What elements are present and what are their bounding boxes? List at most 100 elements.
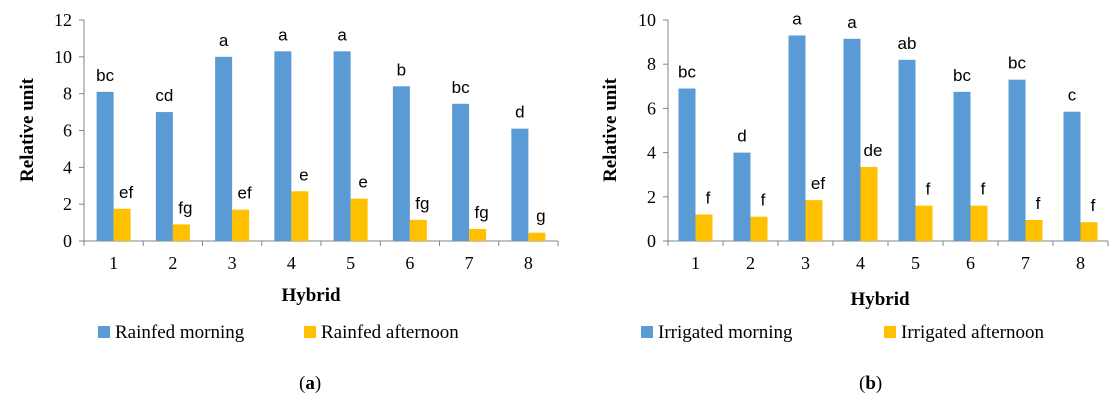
data-label: ef: [811, 174, 825, 193]
x-tick-label: 1: [691, 253, 700, 273]
bar-afternoon: [970, 205, 988, 241]
data-label: fg: [178, 198, 192, 217]
x-tick-label: 6: [966, 253, 975, 273]
y-tick-label: 8: [63, 84, 72, 104]
bar-morning: [155, 112, 173, 241]
data-label: c: [1068, 86, 1077, 105]
bar-afternoon: [860, 166, 878, 241]
legend-label: Rainfed morning: [115, 322, 245, 343]
x-tick-label: 6: [405, 253, 414, 273]
data-label: bc: [96, 66, 114, 85]
x-tick-label: 3: [228, 253, 237, 273]
x-tick-label: 8: [1076, 253, 1085, 273]
data-label: de: [864, 141, 883, 160]
bar-afternoon: [291, 191, 309, 241]
data-label: d: [515, 103, 524, 122]
data-label: ef: [238, 184, 252, 203]
data-label: cd: [155, 86, 173, 105]
y-tick-label: 2: [63, 194, 72, 214]
x-tick-label: 5: [346, 253, 355, 273]
bar-afternoon: [1080, 222, 1098, 241]
y-axis-title: Relative unit: [17, 77, 38, 182]
y-tick-label: 6: [63, 121, 72, 141]
bar-afternoon: [915, 205, 933, 241]
bar-morning: [678, 88, 696, 241]
x-tick-label: 2: [746, 253, 755, 273]
bar-morning: [788, 35, 806, 241]
x-tick-label: 7: [465, 253, 474, 273]
data-label: fg: [475, 203, 489, 222]
data-label: f: [761, 191, 766, 210]
legend-swatch: [884, 326, 896, 338]
bar-morning: [96, 91, 114, 241]
bar-morning: [953, 91, 971, 241]
data-label: a: [278, 25, 288, 44]
data-label: ef: [119, 183, 133, 202]
bar-afternoon: [695, 214, 713, 241]
legend-swatch: [641, 326, 653, 338]
x-axis-title: Hybrid: [281, 285, 341, 306]
data-label: a: [847, 13, 857, 32]
x-tick-label: 1: [109, 253, 118, 273]
y-tick-label: 12: [54, 10, 72, 30]
y-tick-label: 6: [647, 98, 656, 118]
data-label: f: [926, 180, 931, 199]
bar-afternoon: [469, 229, 487, 241]
bar-morning: [333, 51, 351, 241]
legend-swatch: [304, 326, 316, 338]
x-tick-label: 4: [287, 253, 296, 273]
data-label: bc: [678, 63, 696, 82]
x-tick-label: 5: [911, 253, 920, 273]
bar-morning: [511, 128, 529, 241]
x-tick-label: 8: [524, 253, 533, 273]
y-axis-title: Relative unit: [600, 77, 621, 182]
data-label: a: [792, 9, 802, 28]
x-tick-label: 7: [1021, 253, 1030, 273]
bar-afternoon: [750, 216, 768, 241]
bar-morning: [452, 103, 470, 241]
y-tick-label: 2: [647, 187, 656, 207]
bar-morning: [392, 86, 410, 241]
legend-label: Irrigated morning: [658, 322, 793, 343]
data-label: fg: [415, 194, 429, 213]
y-tick-label: 4: [647, 143, 656, 163]
bar-morning: [733, 152, 751, 241]
data-label: ab: [898, 34, 917, 53]
data-label: f: [1036, 194, 1041, 213]
bar-afternoon: [1025, 220, 1043, 241]
x-tick-label: 3: [801, 253, 810, 273]
bar-morning: [274, 51, 292, 241]
y-tick-label: 0: [647, 231, 656, 251]
panel-label: (b): [859, 373, 882, 394]
bar-afternoon: [232, 209, 250, 241]
chart-b: 0 2 4 6 8 10 bc f 1 d f 2 a ef 3 a de 4 ab f 5 bc f 6 bc f 7 c f 8 Hyb…: [600, 9, 1109, 394]
data-label: e: [358, 173, 367, 192]
bar-afternoon: [113, 208, 131, 241]
data-label: a: [337, 25, 347, 44]
bar-morning: [1063, 111, 1081, 241]
y-tick-label: 8: [647, 54, 656, 74]
data-label: f: [706, 188, 711, 207]
panel-label: (a): [299, 373, 321, 394]
data-label: bc: [452, 78, 470, 97]
bar-afternoon: [172, 224, 190, 241]
legend-swatch: [98, 326, 110, 338]
legend-label: Rainfed afternoon: [321, 322, 459, 343]
bar-afternoon: [350, 198, 368, 241]
x-tick-label: 4: [856, 253, 865, 273]
bar-afternoon: [409, 219, 427, 241]
data-label: bc: [1008, 54, 1026, 73]
bar-morning: [898, 59, 916, 241]
data-label: b: [397, 60, 406, 79]
bar-morning: [1008, 79, 1026, 241]
x-axis-title: Hybrid: [850, 289, 910, 310]
bar-afternoon: [528, 232, 546, 241]
legend-label: Irrigated afternoon: [901, 322, 1044, 343]
bar-morning: [843, 38, 861, 241]
data-label: g: [536, 207, 545, 226]
data-label: e: [299, 165, 308, 184]
bar-morning: [215, 56, 233, 242]
data-label: f: [1091, 196, 1096, 215]
x-tick-label: 2: [168, 253, 177, 273]
